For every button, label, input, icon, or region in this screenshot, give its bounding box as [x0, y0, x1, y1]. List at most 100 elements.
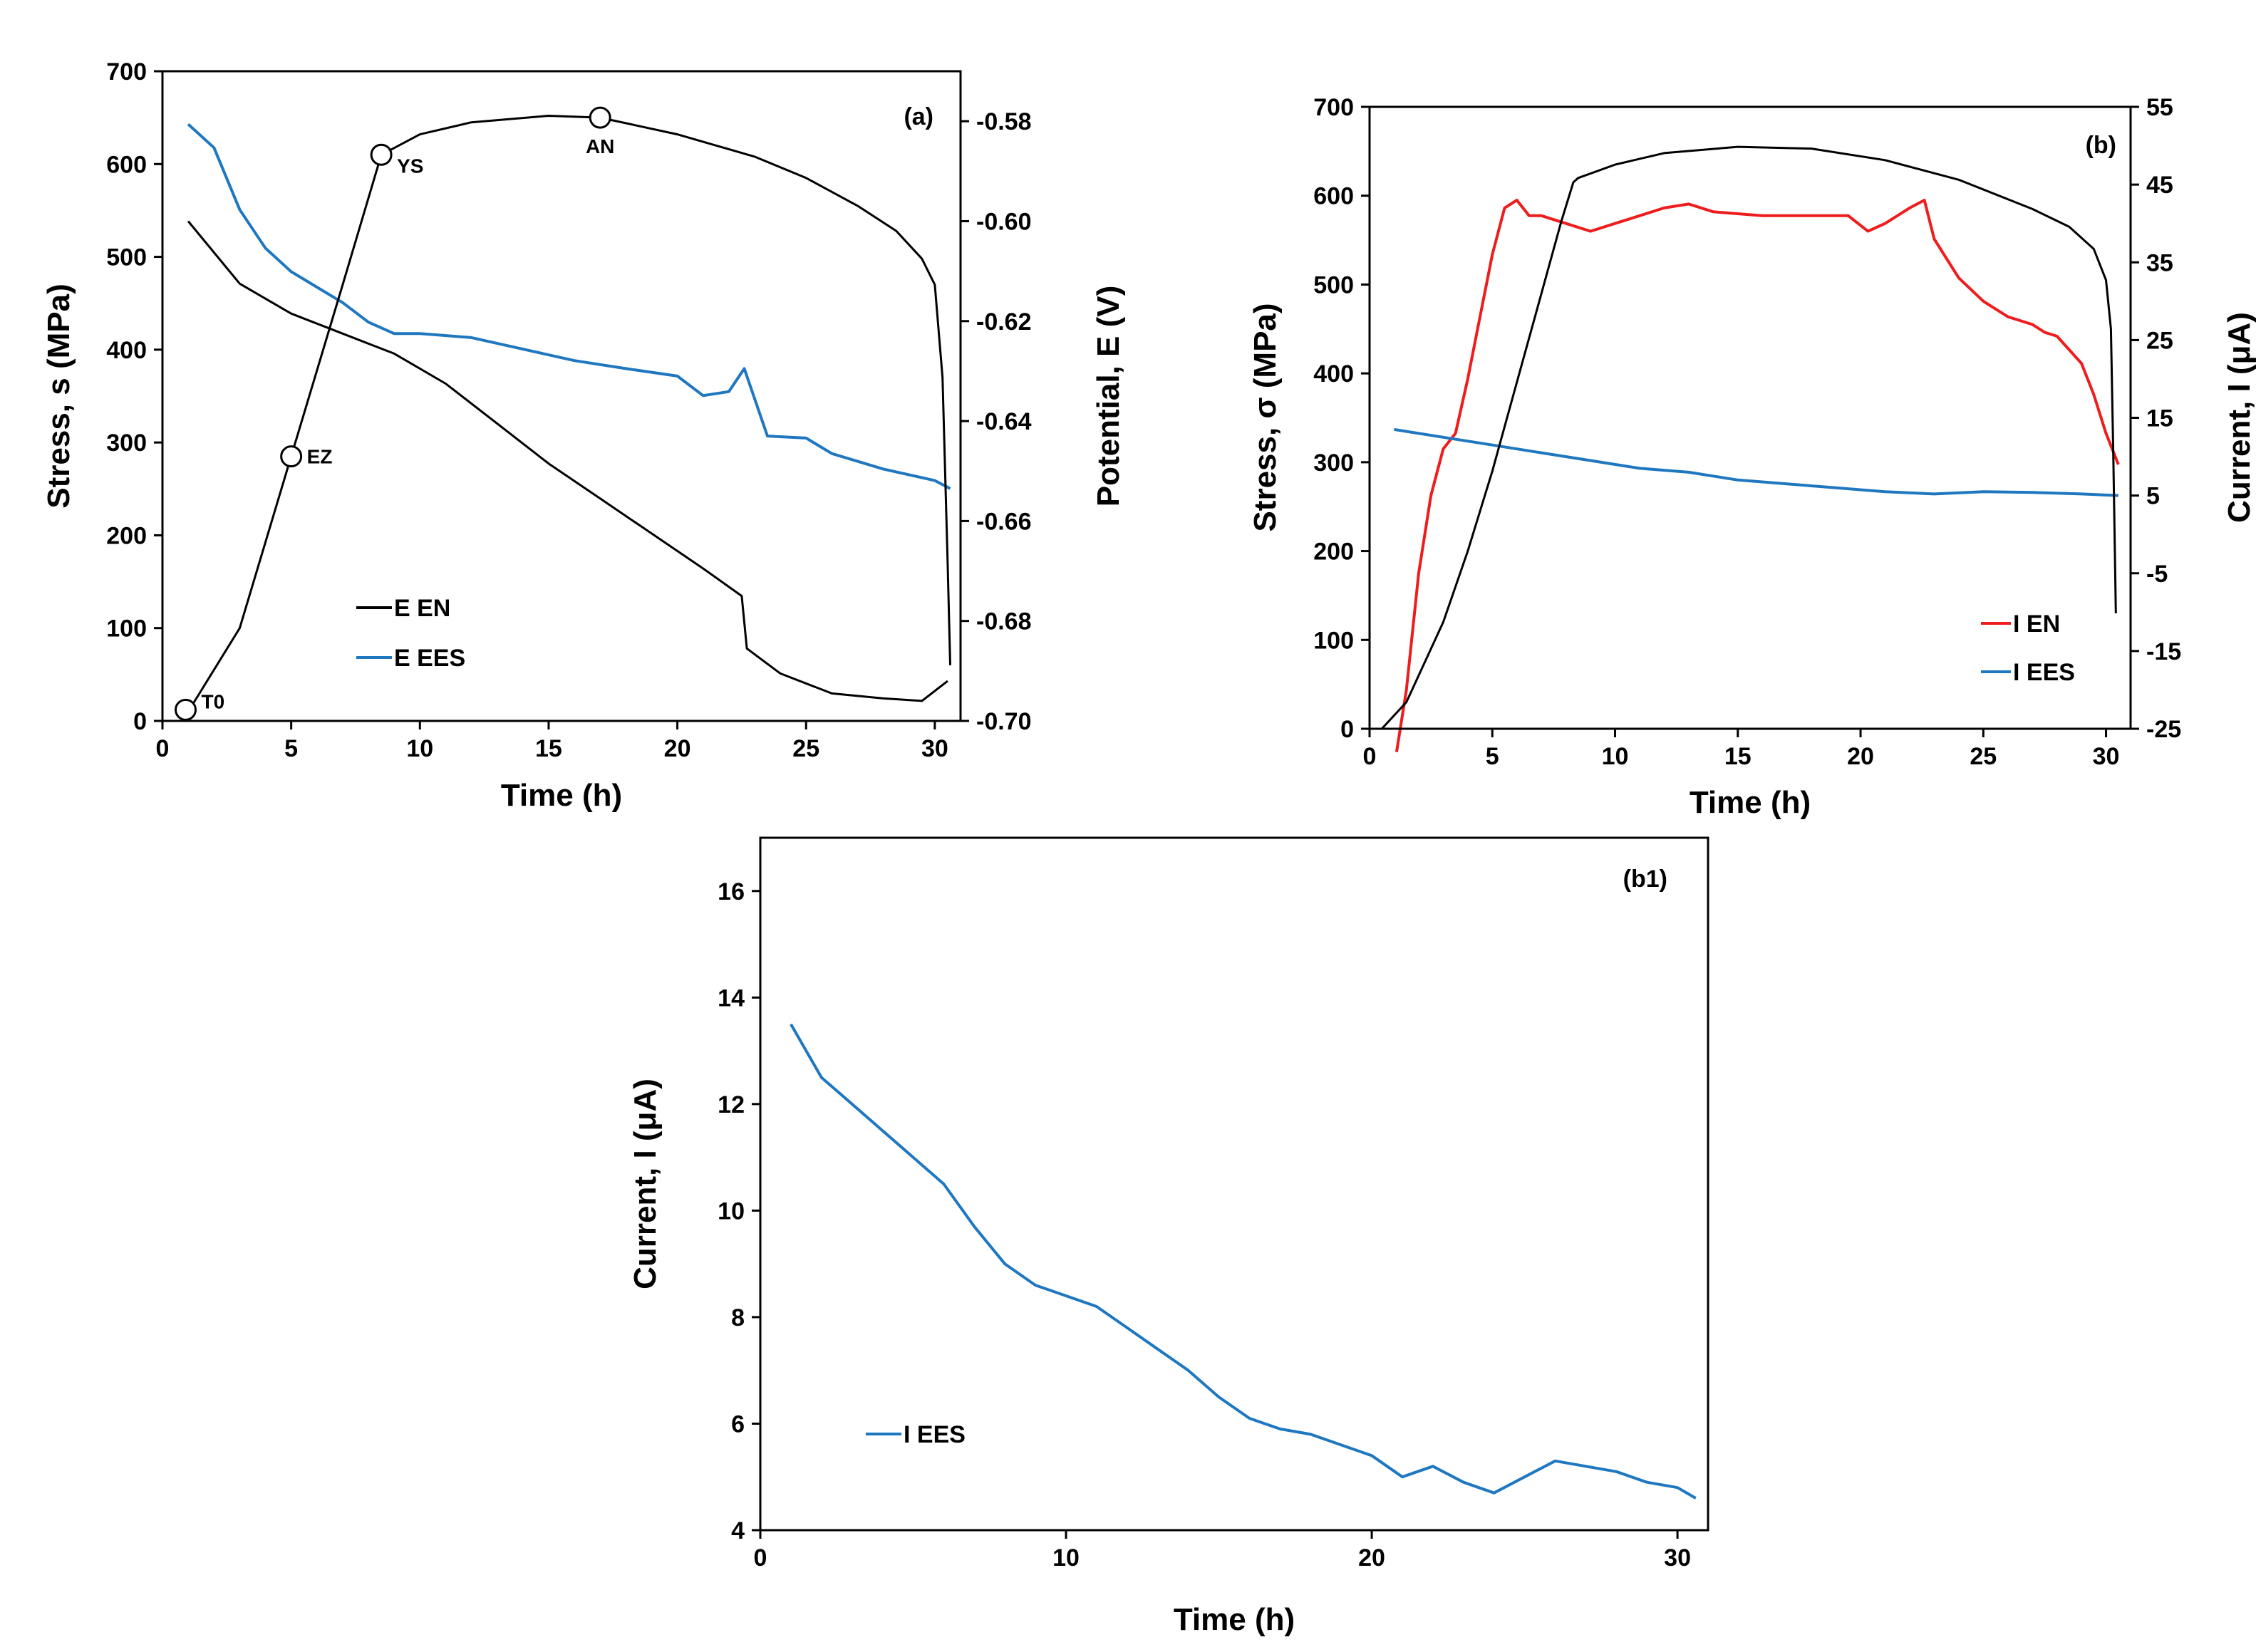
y-tick-label: 0	[133, 708, 147, 735]
x-tick-label: 30	[1664, 1544, 1691, 1572]
x-tick-label: 0	[1363, 743, 1377, 770]
panel-b1-legend: I EES	[866, 1421, 966, 1448]
x-tick-label: 20	[1847, 743, 1874, 770]
y2-tick-label: -0.58	[976, 108, 1032, 135]
series-line-stress	[1381, 145, 2117, 730]
x-tick-label: 10	[1602, 743, 1629, 770]
panel-b1-y-ticks: 4 6 8 10 12 14 16	[718, 878, 760, 1544]
y2-tick-label: -0.66	[976, 508, 1032, 535]
x-tick-label: 30	[921, 735, 948, 762]
y-tick-label: 10	[718, 1198, 745, 1225]
annotation-label: EZ	[307, 446, 333, 468]
x-tick-label: 0	[156, 735, 170, 762]
annotation-label: AN	[586, 135, 614, 157]
panel-a-frame	[161, 70, 962, 722]
y-tick-label: 6	[731, 1411, 745, 1438]
x-tick-label: 20	[1358, 1544, 1385, 1572]
y2-tick-label: -0.62	[976, 308, 1032, 336]
annotation-marker	[589, 106, 611, 129]
annotation-marker	[280, 445, 303, 468]
annotation-marker	[175, 698, 197, 721]
panel-a-x-axis-title: Time (h)	[501, 778, 622, 813]
panel-b1-x-axis-title: Time (h)	[1174, 1602, 1295, 1637]
y-tick-label: 600	[1313, 183, 1354, 210]
panel-a-legend: E EN E EES	[356, 595, 465, 672]
y-tick-label: 400	[1313, 360, 1354, 388]
x-tick-label: 5	[1486, 743, 1499, 770]
panel-a-y-axis-title: Stress, s (MPa)	[41, 284, 76, 508]
x-tick-label: 15	[535, 735, 562, 762]
x-tick-label: 30	[2093, 743, 2120, 770]
panel-b-x-ticks: 0 5 10 15 20 25 30	[1363, 729, 2120, 770]
y2-tick-label: -0.68	[976, 608, 1032, 635]
y-tick-label: 500	[106, 244, 147, 271]
panel-a-annotations: T0 EZ YS AN	[175, 106, 614, 721]
y2-tick-label: -0.60	[976, 208, 1032, 235]
x-tick-label: 10	[406, 735, 433, 762]
panel-b-tag: (b)	[2086, 132, 2116, 159]
x-tick-label: 25	[792, 735, 819, 762]
y-tick-label: 12	[718, 1091, 745, 1118]
annotation-label: T0	[202, 690, 225, 712]
y-tick-label: 600	[106, 151, 147, 178]
panel-a-plot-lines	[187, 115, 951, 712]
x-tick-label: 5	[284, 735, 298, 762]
y2-tick-label: 45	[2146, 172, 2173, 199]
y-tick-label: 8	[731, 1304, 745, 1331]
panel-b1: 0 10 20 30 4 6 8 10 12 14 16 (b1) Time (h) Curren…	[628, 836, 1709, 1637]
series-line-e-en	[187, 220, 948, 702]
x-tick-label: 25	[1970, 743, 1997, 770]
panel-a-legend-label-en: E EN	[394, 595, 450, 622]
panel-b-plot-lines	[1381, 145, 2120, 753]
panel-a-legend-label-ees: E EES	[394, 645, 465, 672]
panel-b-y-axis-title: Stress, σ (MPa)	[1248, 303, 1283, 531]
y-tick-label: 300	[106, 430, 147, 457]
panel-a: T0 EZ YS AN 0 5 10 15 20 25 30 0 100 200 300 400 500 60…	[41, 58, 1126, 813]
y-tick-label: 16	[718, 878, 745, 905]
y-tick-label: 200	[1313, 539, 1354, 566]
annotation-marker	[370, 143, 393, 166]
y-tick-label: 4	[731, 1517, 745, 1544]
y2-tick-label: -15	[2146, 638, 2181, 665]
y-tick-label: 0	[1340, 716, 1354, 743]
y2-tick-label: 35	[2146, 249, 2173, 276]
panel-b-legend-label-en: I EN	[2013, 611, 2060, 638]
panel-a-x-ticks: 0 5 10 15 20 25 30	[156, 721, 948, 762]
panel-b-y2-axis-title: Current, I (μA)	[2222, 312, 2257, 523]
panel-a-y-ticks: 0 100 200 300 400 500 600 700	[106, 58, 162, 735]
y2-tick-label: 5	[2146, 483, 2160, 510]
panel-b-y-ticks: 0 100 200 300 400 500 600 700	[1313, 94, 1370, 743]
panel-a-tag: (a)	[904, 103, 933, 130]
y2-tick-label: 15	[2146, 405, 2173, 432]
y2-tick-label: 55	[2146, 94, 2173, 121]
y-tick-label: 100	[106, 615, 147, 643]
panel-b1-frame	[759, 836, 1709, 1532]
y-tick-label: 500	[1313, 271, 1354, 298]
annotation-label: YS	[397, 155, 423, 177]
y-tick-label: 14	[718, 985, 745, 1012]
panel-b-x-axis-title: Time (h)	[1690, 785, 1811, 820]
y-tick-label: 100	[1313, 627, 1354, 654]
panel-b-legend-label-ees: I EES	[2013, 659, 2075, 686]
panel-b1-x-ticks: 0 10 20 30	[754, 1530, 1691, 1572]
panel-b1-tag: (b1)	[1623, 866, 1667, 893]
x-tick-label: 20	[664, 735, 691, 762]
x-tick-label: 0	[754, 1544, 767, 1572]
series-line-e-ees	[187, 123, 951, 490]
series-line-i-en	[1395, 199, 2120, 753]
x-tick-label: 10	[1052, 1544, 1080, 1572]
series-line-i-ees	[1394, 427, 2118, 497]
y2-tick-label: -0.70	[976, 708, 1032, 735]
y2-tick-label: -5	[2146, 561, 2168, 588]
panel-b1-plot-lines	[790, 1023, 1697, 1500]
panel-a-y2-axis-title: Potential, E (V)	[1091, 286, 1126, 506]
y-tick-label: 700	[1313, 94, 1354, 121]
y-tick-label: 200	[106, 522, 147, 549]
x-tick-label: 15	[1724, 743, 1752, 770]
series-line-stress	[187, 115, 951, 712]
panel-a-y2-ticks: -0.70 -0.68 -0.66 -0.64 -0.62 -0.60 -0.58	[961, 108, 1032, 735]
panel-b-legend: I EN I EES	[1981, 611, 2075, 686]
